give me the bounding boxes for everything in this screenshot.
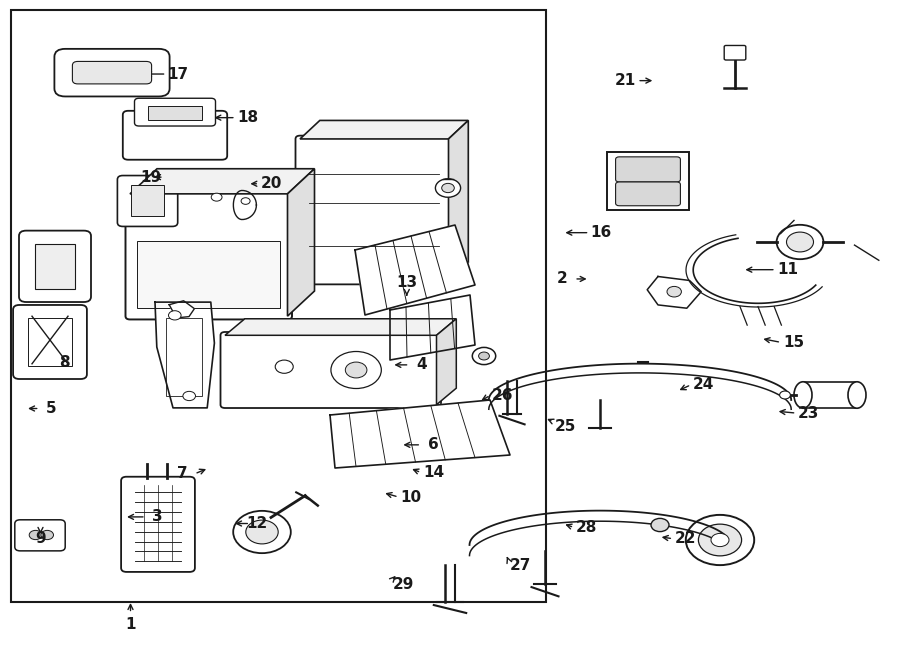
Circle shape	[779, 391, 790, 399]
FancyBboxPatch shape	[125, 190, 292, 319]
FancyBboxPatch shape	[122, 477, 195, 572]
Circle shape	[183, 391, 195, 401]
Circle shape	[241, 198, 250, 204]
FancyBboxPatch shape	[295, 136, 453, 284]
Text: 4: 4	[416, 358, 427, 372]
Text: 22: 22	[675, 531, 697, 546]
Text: 29: 29	[392, 578, 414, 592]
Circle shape	[331, 352, 382, 389]
Circle shape	[436, 178, 461, 197]
Text: 2: 2	[557, 272, 568, 286]
Text: 7: 7	[177, 467, 188, 481]
Circle shape	[651, 518, 669, 531]
Circle shape	[686, 515, 754, 565]
Text: 6: 6	[428, 438, 439, 452]
Circle shape	[212, 193, 222, 201]
Text: 3: 3	[152, 510, 163, 524]
Polygon shape	[155, 302, 214, 408]
FancyBboxPatch shape	[616, 182, 680, 206]
Circle shape	[479, 352, 490, 360]
Text: 16: 16	[590, 225, 612, 240]
FancyBboxPatch shape	[117, 176, 177, 227]
Text: 17: 17	[167, 67, 189, 81]
Text: 14: 14	[423, 465, 445, 480]
Bar	[11, 10, 546, 602]
Text: 21: 21	[615, 73, 636, 88]
Polygon shape	[436, 319, 456, 405]
Circle shape	[777, 225, 824, 259]
Text: 1: 1	[125, 617, 136, 632]
Text: 27: 27	[509, 558, 531, 572]
Circle shape	[275, 360, 293, 373]
Text: 20: 20	[261, 176, 283, 191]
Text: 24: 24	[693, 377, 715, 392]
Circle shape	[442, 183, 454, 192]
Circle shape	[667, 286, 681, 297]
Text: 11: 11	[777, 262, 798, 277]
Text: 19: 19	[140, 170, 162, 184]
Polygon shape	[448, 120, 468, 281]
Text: 9: 9	[35, 531, 46, 546]
Bar	[35, 244, 75, 289]
FancyBboxPatch shape	[134, 98, 215, 126]
Polygon shape	[647, 276, 701, 308]
Ellipse shape	[794, 382, 812, 408]
Circle shape	[472, 348, 496, 365]
Circle shape	[29, 530, 41, 539]
FancyBboxPatch shape	[54, 49, 169, 97]
FancyBboxPatch shape	[14, 520, 65, 551]
Bar	[166, 318, 202, 396]
Text: 28: 28	[576, 520, 598, 535]
Polygon shape	[130, 169, 314, 194]
Bar	[130, 186, 164, 216]
FancyBboxPatch shape	[220, 332, 441, 408]
Text: 23: 23	[797, 406, 819, 420]
FancyBboxPatch shape	[616, 157, 680, 182]
Text: 10: 10	[400, 490, 422, 504]
Circle shape	[787, 232, 814, 252]
Polygon shape	[169, 301, 194, 318]
Polygon shape	[233, 190, 256, 219]
Bar	[29, 317, 72, 366]
Text: 8: 8	[59, 355, 70, 369]
FancyBboxPatch shape	[19, 231, 91, 302]
FancyBboxPatch shape	[724, 46, 746, 60]
Circle shape	[168, 311, 181, 320]
Text: 5: 5	[46, 401, 57, 416]
Polygon shape	[355, 225, 475, 315]
FancyBboxPatch shape	[122, 111, 227, 160]
Bar	[607, 151, 689, 210]
Text: 15: 15	[783, 335, 805, 350]
Circle shape	[40, 530, 53, 539]
Polygon shape	[390, 295, 475, 360]
FancyBboxPatch shape	[72, 61, 151, 84]
Text: 12: 12	[246, 516, 267, 531]
Circle shape	[711, 533, 729, 547]
FancyBboxPatch shape	[14, 305, 87, 379]
Polygon shape	[300, 120, 468, 139]
Circle shape	[233, 511, 291, 553]
Text: 13: 13	[396, 276, 418, 290]
Text: 26: 26	[491, 388, 513, 403]
Circle shape	[698, 524, 742, 556]
Ellipse shape	[848, 382, 866, 408]
Polygon shape	[330, 400, 510, 468]
Polygon shape	[225, 319, 456, 335]
Bar	[148, 106, 202, 120]
Polygon shape	[803, 382, 857, 408]
Circle shape	[246, 520, 278, 544]
Polygon shape	[287, 169, 314, 316]
Text: 18: 18	[237, 110, 258, 125]
Bar	[137, 241, 280, 308]
Text: 25: 25	[554, 419, 576, 434]
Circle shape	[346, 362, 367, 378]
